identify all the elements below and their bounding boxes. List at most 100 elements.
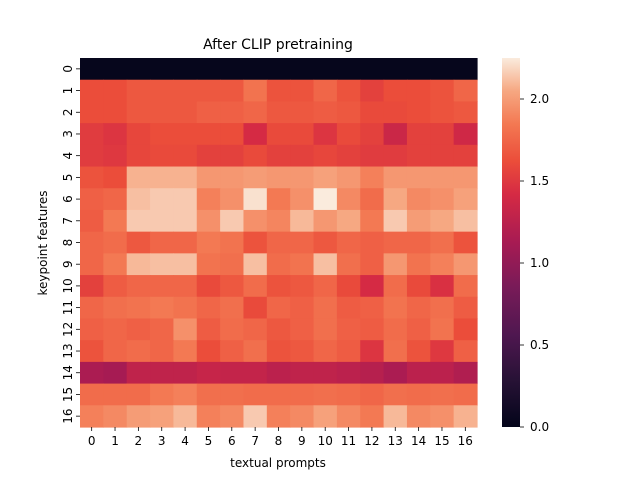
heatmap-cell [80,275,104,298]
heatmap-cell [430,58,455,81]
heatmap-cell [103,383,128,406]
x-tick-label: 5 [205,434,213,448]
heatmap-cell [430,275,455,298]
heatmap-cell [80,405,104,428]
y-axis-label: keypoint features [36,191,50,296]
heatmap-cell [453,318,478,341]
heatmap-cell [313,58,338,81]
heatmap-cell [150,188,175,211]
heatmap-cell [406,79,431,103]
heatmap-cell [80,383,104,406]
heatmap-cell [336,405,361,428]
x-axis-label: textual prompts [230,456,326,470]
heatmap-cell [336,231,361,254]
heatmap-cell [196,253,221,276]
heatmap-cell [266,101,291,124]
heatmap-cell [220,166,245,189]
heatmap-cell [173,101,198,124]
heatmap-cell [103,318,128,341]
heatmap-cell [453,79,478,103]
heatmap-cell [103,275,128,298]
heatmap-cell [383,318,408,341]
heatmap-cell [453,144,478,168]
heatmap-cell [150,275,175,298]
y-tick-label: 11 [61,300,75,315]
heatmap-cell [266,253,291,276]
heatmap-cell [360,405,385,428]
heatmap-cell [266,209,291,233]
y-tick-label: 0 [61,65,75,73]
heatmap-cell [453,405,478,428]
heatmap-cell [290,253,315,276]
heatmap-cell [220,253,245,276]
heatmap-cell [80,101,104,124]
heatmap-cell [243,166,268,189]
x-tick-label: 4 [181,434,189,448]
heatmap-cell [406,231,431,254]
heatmap-cell [313,340,338,363]
heatmap-cell [383,275,408,298]
heatmap-cell [196,188,221,211]
x-tick-label: 16 [458,434,473,448]
heatmap-cell [430,383,455,406]
heatmap-cell [150,101,175,124]
x-tick-label: 13 [388,434,403,448]
heatmap-cell [173,144,198,168]
heatmap-cell [360,79,385,103]
heatmap-cell [173,58,198,81]
heatmap-cell [313,296,338,320]
x-tick-label: 1 [111,434,119,448]
heatmap-cell [266,79,291,103]
heatmap-cell [126,123,151,146]
heatmap-cell [150,383,175,406]
heatmap-cell [290,188,315,211]
heatmap-cell [243,58,268,81]
heatmap-cell [313,144,338,168]
heatmap-cell [80,253,104,276]
colorbar-tick-label: 1.5 [530,174,549,188]
heatmap-cell [150,79,175,103]
heatmap-cell [453,296,478,320]
y-tick-label: 10 [61,278,75,293]
heatmap-cell [196,123,221,146]
heatmap-cell [103,296,128,320]
heatmap-cell [126,188,151,211]
heatmap-cell [150,58,175,81]
y-tick-label: 15 [61,387,75,402]
heatmap-cell [360,383,385,406]
chart-title: After CLIP pretraining [203,37,353,53]
heatmap-cell [266,144,291,168]
heatmap-cell [243,123,268,146]
heatmap-cell [360,231,385,254]
heatmap-cell [383,231,408,254]
heatmap-cell [80,79,104,103]
heatmap-cell [453,209,478,233]
heatmap-cell [80,144,104,168]
heatmap-cell [406,383,431,406]
heatmap-cell [266,361,291,385]
x-tick-label: 12 [364,434,379,448]
heatmap-cell [243,209,268,233]
heatmap-cell [266,296,291,320]
heatmap-cell [430,101,455,124]
x-tick-label: 6 [228,434,236,448]
heatmap-cell [266,383,291,406]
x-axis-ticks: 0 1 2 3 4 5 6 7 8 9 10 11 12 13 14 15 16 [88,427,473,448]
heatmap-cell [290,166,315,189]
heatmap-cell [266,231,291,254]
heatmap-cell [173,123,198,146]
heatmap-cell [126,101,151,124]
heatmap-cell [103,144,128,168]
heatmap-cell [220,296,245,320]
heatmap-cell [406,340,431,363]
heatmap-cell [103,166,128,189]
heatmap-cell [126,209,151,233]
heatmap-cell [290,405,315,428]
heatmap-cell [150,253,175,276]
heatmap-cell [430,144,455,168]
heatmap-cell [126,340,151,363]
heatmap-cell [360,318,385,341]
heatmap-cell [173,383,198,406]
heatmap-cell [406,209,431,233]
